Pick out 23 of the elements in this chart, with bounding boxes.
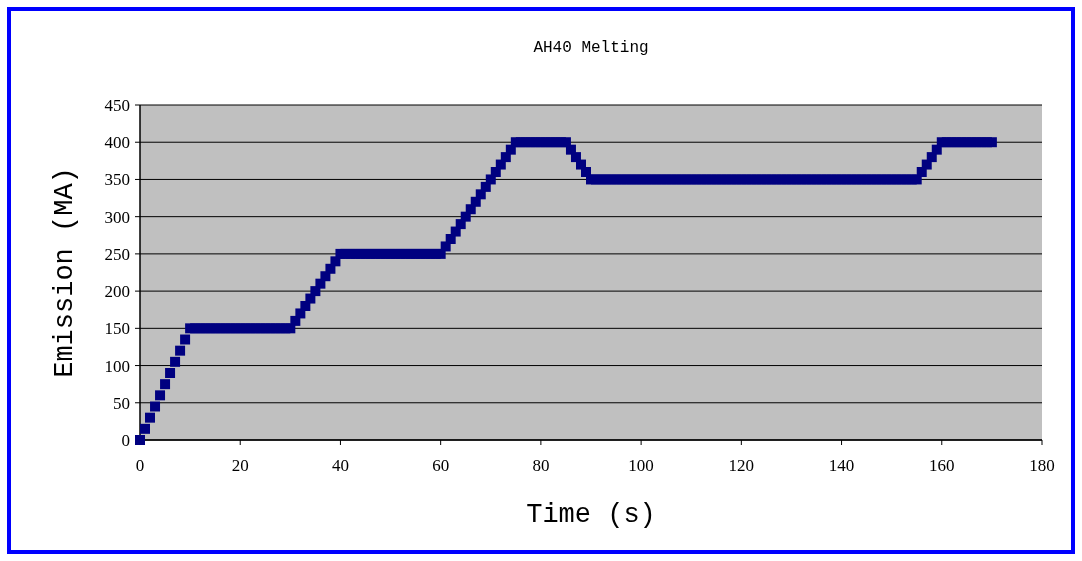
x-tick-label: 60	[432, 456, 450, 475]
y-tick-label: 150	[104, 319, 130, 339]
x-tick-label: 80	[532, 456, 550, 475]
y-tick-label: 200	[104, 282, 130, 302]
y-tick-label: 100	[104, 356, 130, 376]
x-axis-title: Time (s)	[526, 500, 656, 530]
x-tick-label: 160	[929, 456, 955, 475]
x-tick-label: 20	[231, 456, 249, 475]
x-tick-label: 180	[1029, 456, 1055, 475]
y-tick-label: 250	[104, 244, 130, 264]
x-tick-label: 100	[628, 456, 654, 475]
x-tick-label: 0	[135, 456, 145, 475]
chart-title: AH40 Melting	[533, 39, 649, 57]
y-tick-label: 50	[113, 393, 130, 413]
x-tick-label: 140	[828, 456, 855, 475]
x-tick-label: 120	[728, 456, 755, 475]
y-axis-title: Emission (MA)	[50, 167, 80, 378]
y-tick-label: 300	[104, 207, 130, 227]
y-tick-label: 400	[104, 133, 130, 153]
y-tick-label: 0	[121, 430, 130, 450]
y-tick-label: 450	[104, 95, 130, 115]
x-tick-label: 40	[331, 456, 349, 475]
y-tick-label: 350	[104, 170, 130, 190]
